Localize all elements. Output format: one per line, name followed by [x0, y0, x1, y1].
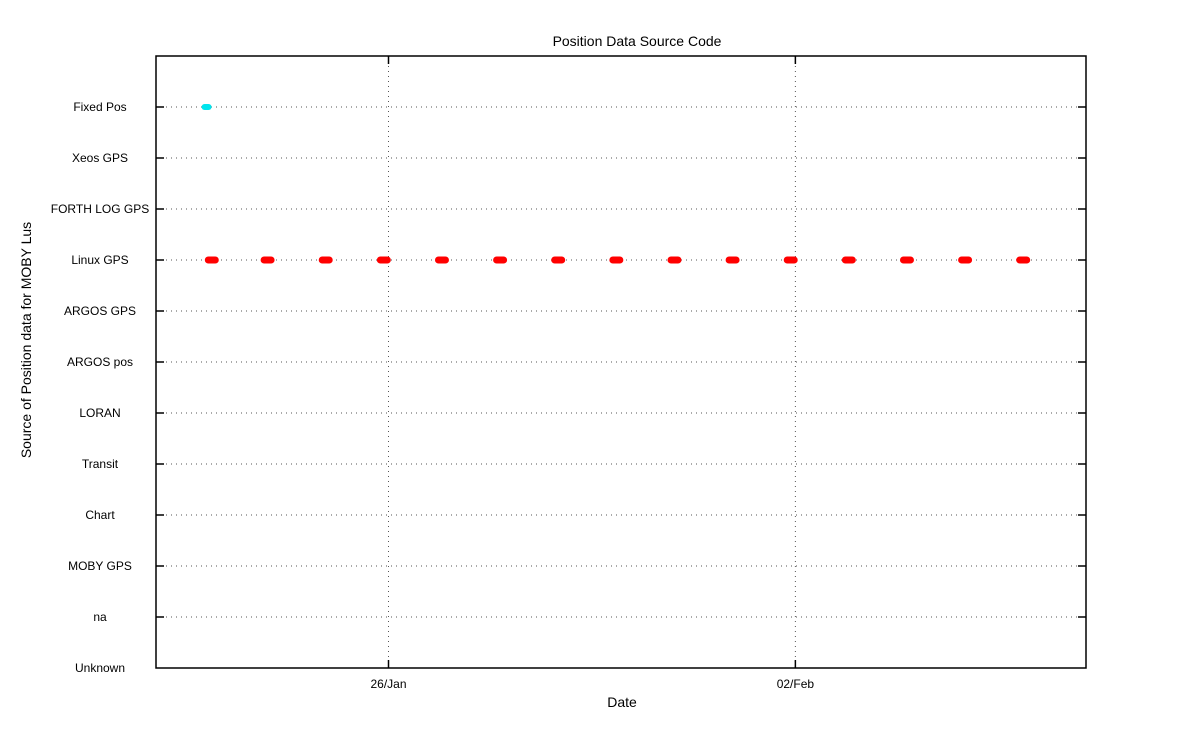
y-tick-label: Linux GPS: [71, 253, 128, 267]
tick-marks: [156, 56, 1086, 668]
data-point: [783, 256, 798, 264]
y-tick-label: Xeos GPS: [72, 151, 128, 165]
data-point: [667, 256, 682, 264]
data-point: [841, 256, 856, 264]
y-tick-label: na: [93, 610, 107, 624]
data-point: [1016, 256, 1031, 264]
y-tick-label: MOBY GPS: [68, 559, 132, 573]
y-tick-label: Transit: [82, 457, 119, 471]
data-point: [376, 256, 391, 264]
x-tick-label: 02/Feb: [777, 677, 815, 691]
y-tick-label: Chart: [85, 508, 115, 522]
data-point: [201, 104, 212, 110]
data-point: [609, 256, 624, 264]
data-point: [434, 256, 449, 264]
data-points: [201, 104, 1031, 264]
y-tick-label: ARGOS GPS: [64, 304, 136, 318]
y-tick-label: Fixed Pos: [73, 100, 126, 114]
y-tick-label: Unknown: [75, 661, 125, 675]
y-tick-label: LORAN: [79, 406, 120, 420]
x-axis-label: Date: [607, 694, 637, 710]
data-point: [260, 256, 275, 264]
x-tick-label: 26/Jan: [370, 677, 406, 691]
data-point: [958, 256, 973, 264]
data-point: [899, 256, 914, 264]
chart-title: Position Data Source Code: [553, 33, 722, 49]
y-tick-label: FORTH LOG GPS: [51, 202, 149, 216]
data-point: [725, 256, 740, 264]
y-tick-label: ARGOS pos: [67, 355, 133, 369]
y-axis-label: Source of Position data for MOBY Lus: [18, 222, 34, 458]
grid-lines: [156, 56, 1086, 668]
x-tick-labels: 26/Jan 02/Feb: [370, 677, 814, 691]
data-point: [551, 256, 566, 264]
data-point: [204, 256, 219, 264]
y-tick-labels: Unknown na MOBY GPS Chart Transit LORAN ARGOS …: [51, 100, 149, 675]
data-point: [493, 256, 508, 264]
plot-frame: [155, 55, 1087, 669]
data-point: [318, 256, 333, 264]
